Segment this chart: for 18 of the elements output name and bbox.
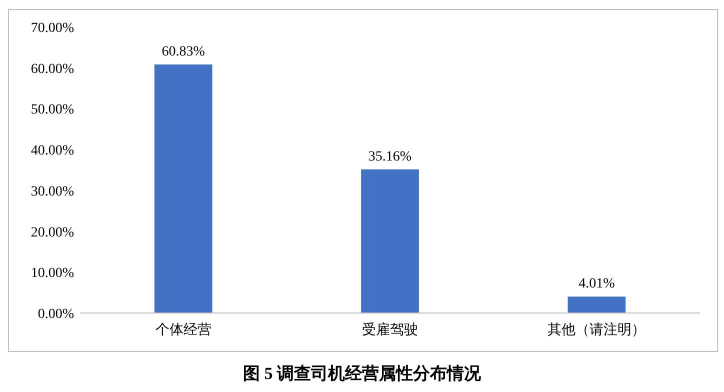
y-tick-label: 50.00% xyxy=(30,102,74,118)
y-tick-label: 10.00% xyxy=(30,266,74,282)
text: 图 5 调查司机经营属性分布情况 xyxy=(243,364,482,383)
y-tick-label: 0.00% xyxy=(38,307,74,322)
x-tick-label: 个体经营 xyxy=(155,322,212,338)
y-tick-label: 20.00% xyxy=(30,225,74,240)
data-label: 35.16% xyxy=(368,149,412,164)
y-tick-label: 40.00% xyxy=(30,144,74,159)
y-tick-label: 30.00% xyxy=(30,184,74,200)
x-tick-label: 受雇驾驶 xyxy=(362,322,418,338)
bar xyxy=(361,169,419,313)
y-tick-label: 60.00% xyxy=(30,62,74,77)
bar xyxy=(154,64,212,313)
data-label: 4.01% xyxy=(578,276,616,292)
y-tick-label: 70.00% xyxy=(30,21,74,36)
data-label: 60.83% xyxy=(162,44,206,60)
x-tick-label: 其他（请注明） xyxy=(548,322,646,338)
bar xyxy=(568,296,626,313)
